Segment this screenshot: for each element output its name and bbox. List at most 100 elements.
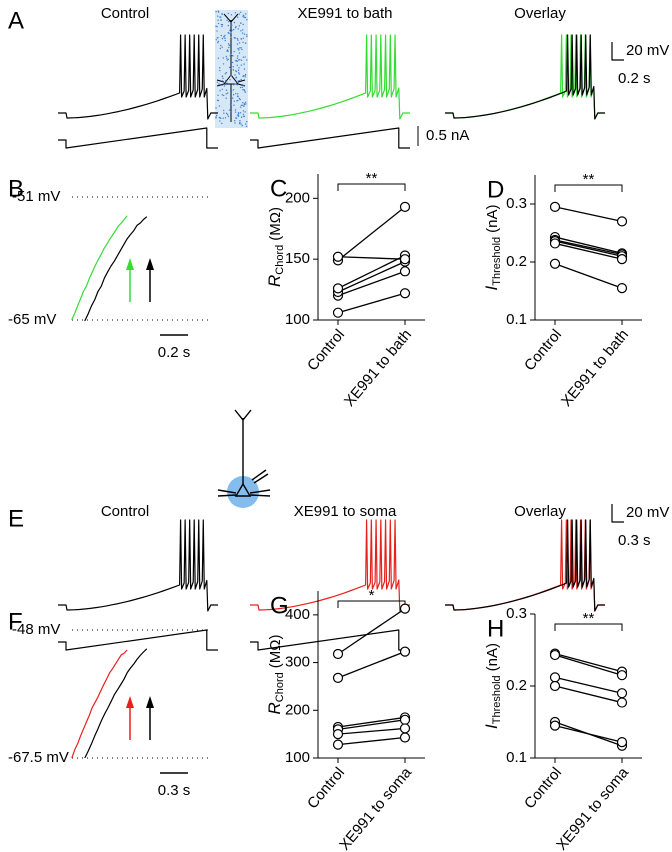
scale-label: 0.3 s xyxy=(158,782,191,799)
scale-label: 0.2 s xyxy=(158,344,191,361)
speckle xyxy=(230,67,233,70)
speckle xyxy=(235,76,238,79)
data-point xyxy=(399,723,411,734)
speckle xyxy=(240,123,242,125)
speckle xyxy=(240,22,242,24)
y-tick-label: 100 xyxy=(285,749,310,766)
y-tick-label: 0.3 xyxy=(506,605,527,622)
speckle xyxy=(224,117,227,119)
y-axis-label: RChord (MΩ) xyxy=(265,207,285,287)
speckle xyxy=(237,59,240,61)
speckle xyxy=(242,56,245,58)
speckle xyxy=(221,75,224,77)
speckle xyxy=(221,88,223,90)
data-point xyxy=(332,648,344,660)
trace-title: XE991 to soma xyxy=(294,503,397,520)
y-axis-label: RChord (MΩ) xyxy=(265,635,285,715)
y-tick-label: 0.3 xyxy=(506,195,527,212)
significance-bracket xyxy=(554,623,623,631)
speckle xyxy=(241,124,243,127)
pair-line xyxy=(337,650,406,679)
speckle xyxy=(218,83,220,85)
x-tick-label: Control xyxy=(521,764,565,812)
speckle xyxy=(229,44,231,47)
speckle xyxy=(239,98,241,101)
speckle xyxy=(225,93,227,95)
data-point xyxy=(399,646,411,657)
panel-letter: B xyxy=(8,175,24,202)
speckle xyxy=(232,69,235,71)
speckle xyxy=(222,63,225,65)
speckle xyxy=(244,111,246,113)
speckle xyxy=(233,29,235,31)
speckle xyxy=(243,16,245,18)
label-unit: (MΩ) xyxy=(267,635,284,669)
data-point xyxy=(332,251,344,262)
speckle xyxy=(220,44,222,47)
arrow-head xyxy=(126,696,134,708)
speckle xyxy=(235,59,237,62)
speckle xyxy=(219,90,221,92)
speckle xyxy=(225,71,228,74)
x-tick-label: Control xyxy=(521,326,565,374)
neuron-bath-illustration xyxy=(215,10,248,128)
speckle xyxy=(219,120,221,122)
speckle xyxy=(221,13,223,15)
speckle xyxy=(215,25,217,27)
speckle xyxy=(226,114,229,116)
speckle xyxy=(235,117,237,119)
speckle xyxy=(239,106,242,108)
speckle xyxy=(217,19,219,21)
panel-letter: D xyxy=(487,176,504,203)
y-tick-label: 0.1 xyxy=(506,311,527,328)
speckle xyxy=(220,117,222,120)
speckle xyxy=(230,36,232,39)
speckle xyxy=(236,37,239,40)
speckle xyxy=(228,109,231,111)
speckle xyxy=(238,67,240,69)
speckle xyxy=(237,99,239,102)
panel-letter: C xyxy=(270,175,287,202)
data-point xyxy=(549,258,561,269)
speckle xyxy=(239,58,241,61)
speckle xyxy=(238,13,240,15)
speckle xyxy=(238,73,241,75)
pair-line xyxy=(554,263,623,289)
speckle xyxy=(226,19,228,21)
label-subscript: Chord xyxy=(274,245,286,275)
speckle xyxy=(242,113,245,116)
data-point xyxy=(549,649,561,661)
y-tick-label: 300 xyxy=(285,654,310,671)
data-point xyxy=(332,729,344,740)
speckle xyxy=(225,112,228,115)
speckle xyxy=(227,12,230,15)
speckle xyxy=(246,34,248,36)
data-point xyxy=(549,720,561,731)
speckle xyxy=(216,30,218,32)
speckle xyxy=(227,32,229,34)
control-trace xyxy=(58,519,218,612)
pair-line xyxy=(554,242,623,260)
scale-bar xyxy=(611,504,624,523)
speckle xyxy=(233,37,235,39)
speckle xyxy=(215,116,217,118)
speckle xyxy=(240,47,242,49)
speckle xyxy=(229,104,232,106)
speckle xyxy=(244,76,246,78)
level-label: -51 mV xyxy=(12,188,60,205)
speckle xyxy=(240,38,242,40)
x-tick-label: Control xyxy=(304,326,348,374)
trace-title: Overlay xyxy=(514,503,566,520)
speckle xyxy=(240,78,242,81)
speckle xyxy=(233,50,235,53)
speckle xyxy=(233,104,235,106)
pair-line xyxy=(554,685,623,704)
zoom-drug-trace xyxy=(71,215,128,320)
speckle xyxy=(223,85,226,87)
speckle xyxy=(237,95,239,97)
drug-trace xyxy=(250,34,410,120)
pair-line xyxy=(554,724,623,743)
label-symbol: I xyxy=(482,724,501,729)
speckle xyxy=(243,105,245,108)
speckle xyxy=(221,122,223,125)
